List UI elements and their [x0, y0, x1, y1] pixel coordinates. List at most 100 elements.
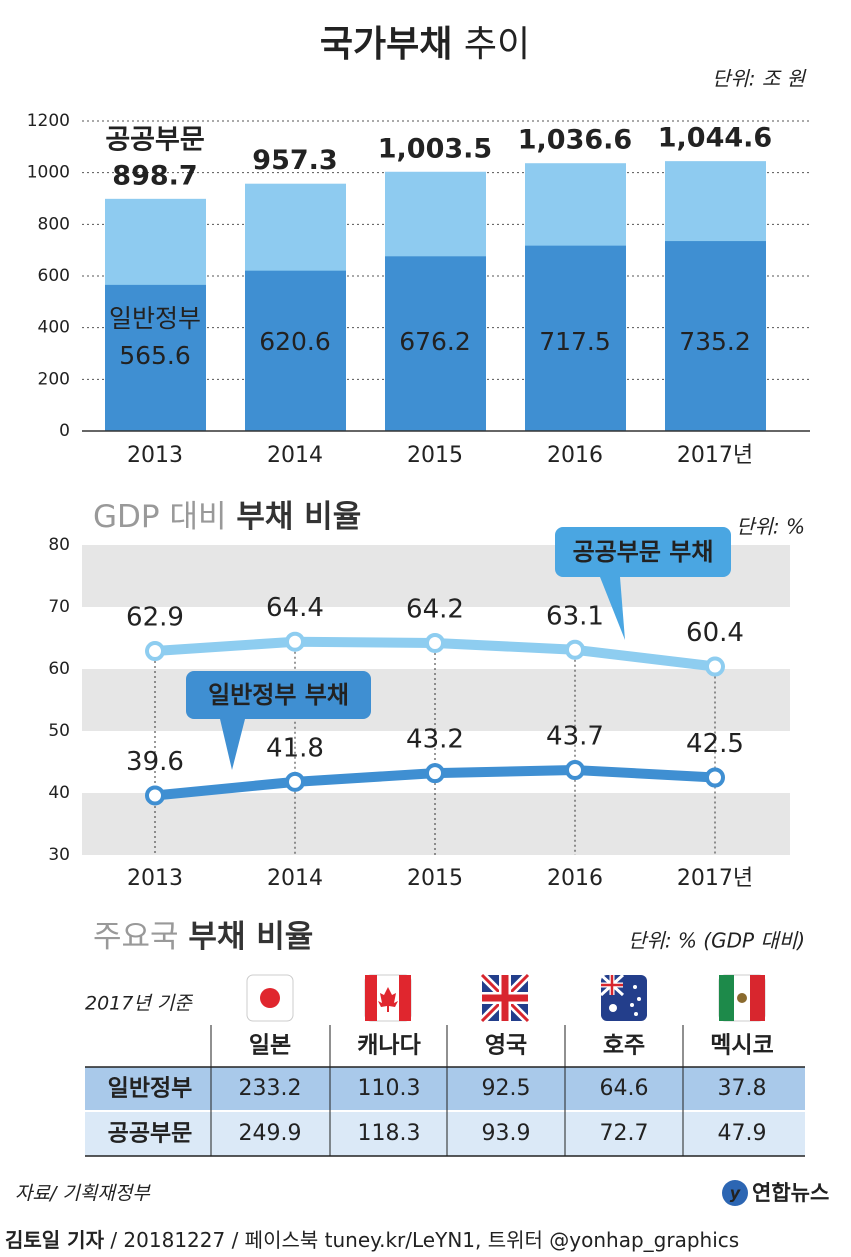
cell: 72.7 — [600, 1121, 649, 1146]
value-label: 64.2 — [406, 594, 464, 624]
value-label: 42.5 — [686, 729, 744, 759]
point — [285, 771, 305, 792]
title-light: 추이 — [464, 24, 530, 65]
legend-box — [555, 527, 731, 577]
page-title: 국가부채 추이 — [320, 24, 530, 65]
value-label: 60.4 — [686, 618, 744, 648]
title-bold: 국가부채 — [320, 24, 452, 65]
value-label: 717.5 — [539, 327, 611, 356]
value-label: 620.6 — [259, 327, 331, 356]
value-label: 1,036.6 — [518, 125, 632, 156]
legend-label: 공공부문 부채 — [573, 538, 714, 566]
series-label: 일반정부 — [109, 304, 201, 333]
flag-uk — [479, 972, 531, 1024]
value-label: 41.8 — [266, 733, 324, 763]
point — [145, 641, 165, 662]
table-note: 2017년 기준 — [85, 993, 193, 1015]
cell: 47.9 — [718, 1121, 767, 1146]
series-label: 공공부문 — [105, 124, 204, 155]
legend-label: 일반정부 부채 — [208, 681, 349, 709]
value-label: 62.9 — [126, 603, 184, 633]
unit: 단위: % (GDP 대비) — [628, 929, 805, 953]
table-title: 주요국 부채 비율 — [93, 919, 313, 955]
value-label: 43.2 — [406, 725, 464, 755]
x-tick-label: 2017년 — [677, 443, 753, 468]
cell: 92.5 — [482, 1076, 531, 1101]
title-bold: 부채 비율 — [236, 499, 361, 535]
row-header: 공공부문 — [108, 1121, 193, 1147]
row-header: 일반정부 — [108, 1076, 193, 1102]
point — [145, 785, 165, 806]
column-header: 멕시코 — [710, 1033, 773, 1059]
y-tick-label: 400 — [38, 318, 70, 338]
y-tick-label: 60 — [48, 659, 70, 679]
cell: 64.6 — [600, 1076, 649, 1101]
value-label: 898.7 — [112, 160, 197, 191]
x-tick-label: 2016 — [547, 866, 603, 891]
row-bg — [85, 1112, 805, 1156]
value-label: 1,003.5 — [378, 133, 492, 164]
value-label: 957.3 — [252, 145, 337, 176]
line-title: GDP 대비 부채 비율 — [93, 499, 361, 535]
bar — [245, 270, 346, 431]
y-tick-label: 30 — [48, 845, 70, 865]
point — [425, 763, 445, 784]
y-tick-label: 600 — [38, 266, 70, 286]
y-tick-label: 200 — [38, 369, 70, 389]
title-light: GDP 대비 — [93, 499, 226, 535]
value-label: 565.6 — [119, 341, 191, 370]
value-label: 735.2 — [679, 327, 751, 356]
point — [425, 632, 445, 653]
column-header: 캐나다 — [357, 1033, 420, 1059]
band — [82, 793, 790, 855]
source: 자료/ 기획재정부 — [15, 1183, 151, 1205]
flags — [246, 972, 766, 1024]
value-label: 43.7 — [546, 722, 604, 752]
value-label: 676.2 — [399, 327, 471, 356]
flag-canada — [364, 974, 412, 1022]
cell: 37.8 — [718, 1076, 767, 1101]
bar — [525, 245, 626, 431]
y-tick-label: 0 — [59, 421, 70, 441]
value-label: 64.4 — [266, 593, 324, 623]
value-label: 1,044.6 — [658, 123, 772, 154]
logo-text: 연합뉴스 — [752, 1181, 829, 1205]
title-light: 주요국 — [93, 919, 179, 955]
value-label: 39.6 — [126, 747, 184, 777]
point — [565, 639, 585, 660]
y-tick-label: 1000 — [27, 163, 70, 183]
cell: 110.3 — [358, 1076, 421, 1101]
unit: 단위: % — [736, 515, 805, 539]
y-tick-label: 800 — [38, 214, 70, 234]
x-tick-label: 2014 — [267, 866, 323, 891]
y-tick-label: 1200 — [27, 111, 70, 131]
bar — [105, 284, 206, 431]
flag-japan — [246, 974, 294, 1022]
logo-glyph: y — [730, 1184, 741, 1203]
credit: / 20181227 / 페이스북 tuney.kr/LeYN1, 트위터 @y… — [110, 1228, 739, 1252]
x-tick-label: 2015 — [407, 866, 463, 891]
flag-mexico — [718, 974, 766, 1022]
value-label: 63.1 — [546, 601, 604, 631]
cell: 233.2 — [239, 1076, 302, 1101]
author: 김토일 기자 — [5, 1228, 105, 1252]
credit-line: 김토일 기자 / 20181227 / 페이스북 tuney.kr/LeYN1,… — [5, 1228, 739, 1252]
bar — [665, 241, 766, 431]
point — [565, 760, 585, 781]
bar — [385, 256, 486, 431]
legend-pointer — [220, 719, 245, 770]
x-tick-label: 2013 — [127, 866, 183, 891]
x-tick-label: 2016 — [547, 443, 603, 468]
x-tick-label: 2013 — [127, 443, 183, 468]
flag-australia — [599, 973, 647, 1021]
x-tick-label: 2017년 — [677, 866, 753, 891]
legend-pointer — [600, 577, 625, 640]
point — [285, 631, 305, 652]
y-tick-label: 50 — [48, 721, 70, 741]
unit: 단위: 조 원 — [712, 67, 807, 91]
cell: 93.9 — [482, 1121, 531, 1146]
column-header: 호주 — [603, 1033, 645, 1059]
y-tick-label: 40 — [48, 783, 70, 803]
legend-box — [186, 671, 371, 719]
